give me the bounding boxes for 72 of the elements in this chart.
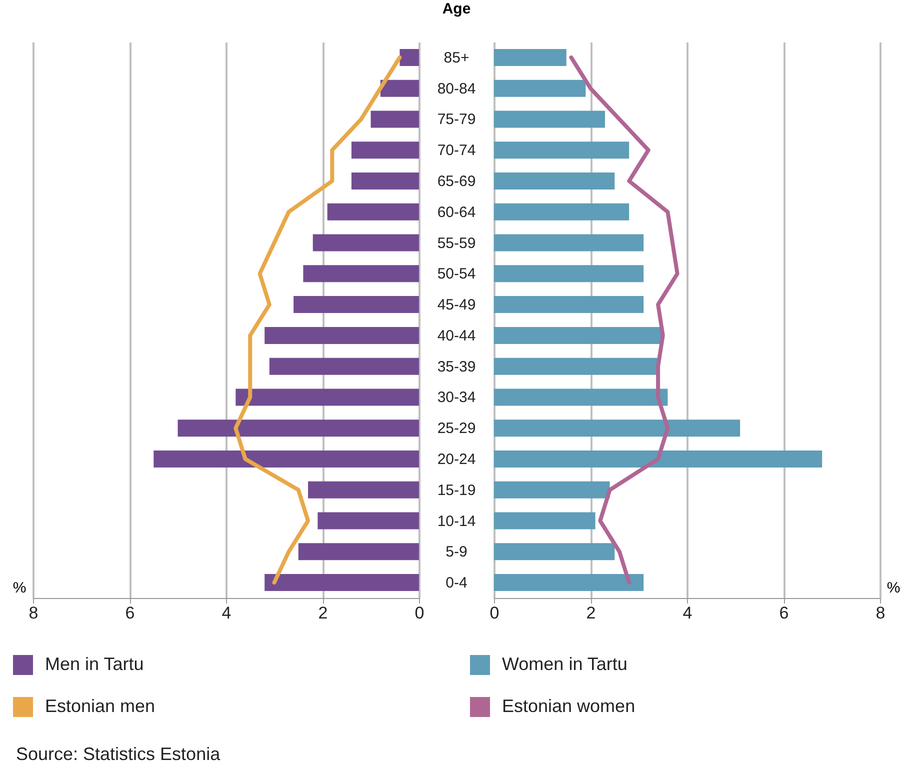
- bar: [318, 512, 419, 530]
- bar: [154, 450, 419, 468]
- x-tick-label: 0: [490, 604, 500, 622]
- x-tick-label: 4: [682, 604, 692, 622]
- y-tick-label: 0-4: [446, 574, 468, 592]
- y-tick-label: 80-84: [437, 80, 476, 98]
- y-tick-label: 50-54: [437, 266, 476, 283]
- bar: [494, 326, 663, 344]
- bar: [494, 420, 740, 437]
- bar: [494, 80, 586, 97]
- y-tick-label: 65-69: [437, 173, 476, 190]
- y-tick-label: 70-74: [437, 142, 476, 160]
- legend-label: Men in Tartu: [45, 654, 144, 674]
- bar: [370, 110, 419, 128]
- source-note: Source: Statistics Estonia: [16, 744, 222, 763]
- y-tick-label: 55-59: [437, 234, 476, 252]
- bar: [380, 80, 419, 97]
- bar: [178, 420, 419, 437]
- y-tick-label: 10-14: [437, 512, 476, 530]
- y-tick-label: 5-9: [446, 544, 468, 561]
- bar: [294, 296, 419, 314]
- bar: [264, 574, 419, 592]
- bar: [494, 574, 644, 592]
- bar: [269, 358, 419, 375]
- bar: [303, 265, 419, 282]
- bar: [494, 543, 615, 560]
- bar: [264, 326, 419, 344]
- x-tick-label: 6: [125, 604, 135, 622]
- bar: [236, 388, 419, 406]
- x-tick-label: 0: [414, 604, 424, 622]
- y-tick-label: 20-24: [437, 451, 476, 468]
- y-tick-label: 40-44: [437, 327, 476, 344]
- x-tick-label: 4: [222, 604, 232, 622]
- x-tick-label: 8: [876, 604, 886, 622]
- bar: [298, 543, 419, 560]
- bar: [494, 203, 630, 220]
- legend-label: Women in Tartu: [502, 654, 628, 674]
- y-axis-title: Age: [442, 0, 471, 18]
- legend-label: Estonian women: [502, 696, 636, 716]
- y-tick-label: 85+: [444, 49, 470, 66]
- bar: [400, 48, 419, 66]
- bar: [494, 450, 822, 468]
- bar: [494, 234, 644, 252]
- bar: [351, 142, 419, 159]
- bar: [327, 203, 419, 220]
- bar: [494, 48, 566, 66]
- y-tick-label: 45-49: [437, 296, 476, 314]
- bar: [494, 296, 644, 314]
- bar: [312, 234, 419, 252]
- x-tick-label: 8: [28, 604, 38, 622]
- y-tick-label: 75-79: [437, 111, 476, 128]
- bar: [494, 110, 605, 128]
- bar: [351, 172, 419, 190]
- legend-label: Estonian men: [45, 696, 156, 716]
- bar: [494, 358, 658, 375]
- x-tick-label: 2: [586, 604, 596, 622]
- y-tick-label: 60-64: [437, 204, 476, 221]
- y-tick-label: 15-19: [437, 482, 476, 499]
- bar: [494, 512, 596, 530]
- y-tick-label: 30-34: [437, 389, 476, 406]
- bar: [308, 481, 419, 498]
- bar: [494, 388, 668, 406]
- bar: [494, 172, 615, 190]
- bar: [494, 265, 644, 282]
- x-tick-label: 6: [779, 604, 789, 622]
- y-tick-label: 35-39: [437, 358, 476, 376]
- x-axis-title: %: [12, 580, 26, 596]
- x-axis-title: %: [886, 580, 900, 596]
- y-tick-label: 25-29: [437, 420, 476, 438]
- bar: [494, 481, 610, 498]
- x-tick-label: 2: [318, 604, 328, 622]
- bar: [494, 142, 630, 159]
